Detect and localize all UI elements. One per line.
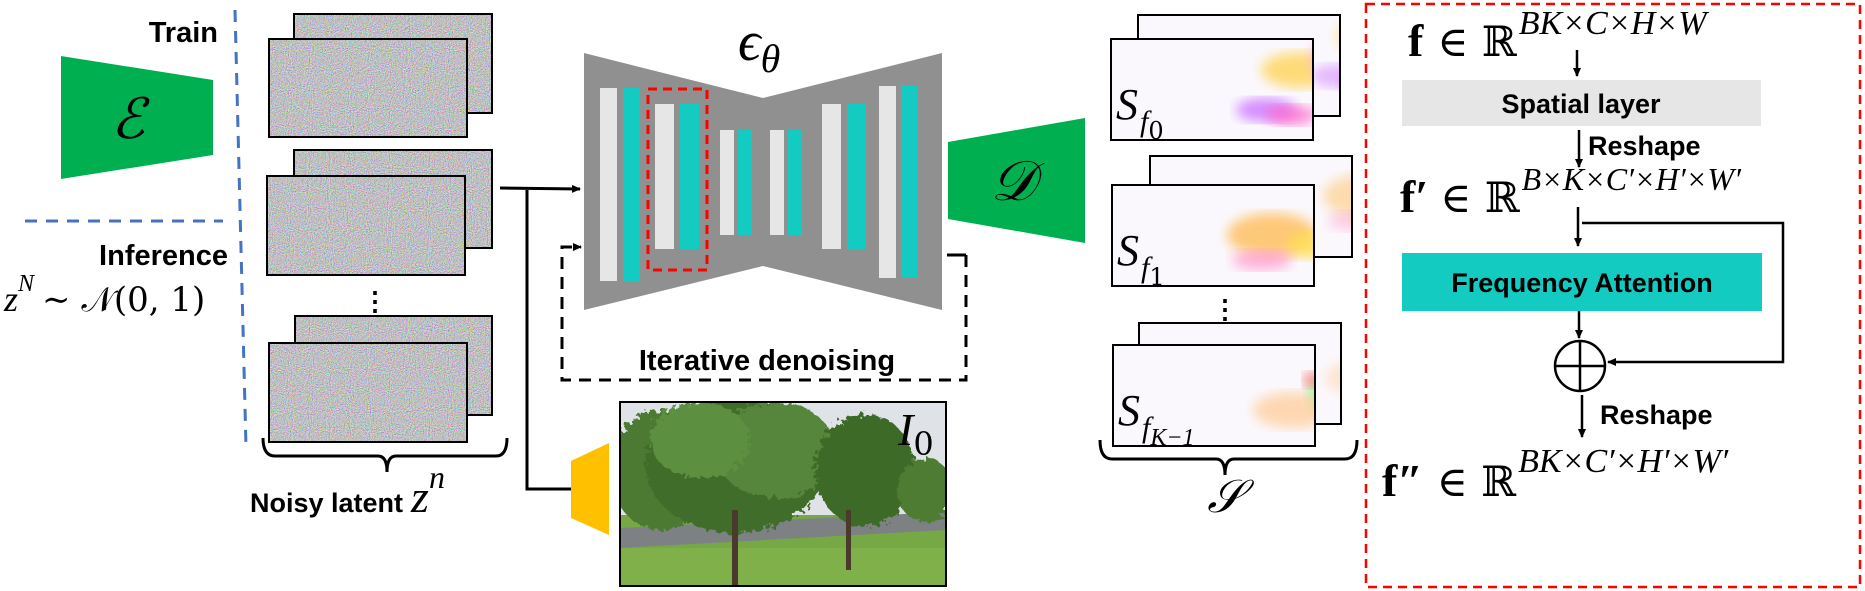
spatial-layer-label: Spatial layer [1501, 89, 1661, 119]
frequency-block [847, 104, 866, 249]
latent-ellipsis: ⋮ [362, 286, 388, 316]
reshaped-feature-shape: f′ ∈ ℝB×K×C′×H′×W′ [1400, 161, 1742, 222]
residual-add-icon [1553, 339, 1607, 393]
spectral-map-label: Sf1 [1117, 226, 1165, 291]
spatial-block [600, 88, 617, 281]
spectral-map-label: SfK−1 [1118, 386, 1195, 451]
frequency-block [901, 86, 918, 278]
spatial-block [822, 104, 841, 249]
spectral-brace [1098, 439, 1359, 476]
noisy-latent-stack-2 [266, 149, 493, 276]
frequency-attention-block [1402, 253, 1762, 311]
train-inference-divider-vertical [233, 9, 248, 448]
iterative-denoising-loop [560, 243, 968, 382]
condition-image-frame [619, 401, 947, 587]
spectral-ellipsis: ⋮ [1212, 294, 1238, 324]
condition-image-symbol: I0 [897, 404, 934, 463]
decoder-block: 𝒟 [948, 118, 1085, 243]
spatial-layer-block [1402, 80, 1761, 126]
encoder-symbol: ℰ [111, 89, 150, 151]
spectral-map-front [1112, 185, 1314, 286]
train-label: Train [149, 17, 218, 49]
spectral-volume-stacks: Sf0 Sf1 SfK−1 [1110, 14, 1353, 451]
residual-skip-connection [1582, 221, 1785, 366]
unet-symbol: ϵθ [738, 11, 780, 81]
iterative-denoising-label: Iterative denoising [639, 345, 895, 377]
noisy-latent-stack-1 [268, 13, 493, 138]
image-encoder-trapezoid [571, 443, 609, 535]
spatial-block [655, 104, 674, 249]
spatial-block [879, 86, 896, 278]
condition-image-tree-photo [620, 402, 946, 586]
spatial-block [720, 130, 734, 235]
decoder-trapezoid [948, 118, 1085, 243]
denoising-unet [584, 53, 942, 310]
noisy-latent-stack-3 [268, 315, 493, 443]
reshape-label-2: Reshape [1600, 400, 1713, 430]
noisy-latent-label: Noisy latent zn [250, 459, 445, 522]
latent-brace [261, 437, 509, 473]
input-feature-shape: f ∈ ℝBK×C×H×W [1408, 5, 1709, 66]
spectral-volume-stack-1: Sf1 [1111, 155, 1353, 291]
spectral-set-symbol: 𝒮 [1207, 471, 1254, 522]
frequency-attention-detail-box [1364, 2, 1862, 589]
reshape-label-1: Reshape [1588, 131, 1701, 161]
spectral-map-front [1113, 345, 1315, 446]
frequency-block [623, 88, 640, 281]
encoder-trapezoid [61, 56, 213, 179]
frequency-block [738, 130, 752, 235]
latent-to-unet-arrow [499, 184, 581, 193]
spectral-volume-stack-2: SfK−1 [1112, 322, 1342, 451]
spatial-block [770, 130, 784, 235]
output-feature-shape: f″ ∈ ℝBK×C′×H′×W′ [1382, 443, 1729, 506]
inference-label: Inference [99, 240, 228, 272]
frequency-attention-label: Frequency Attention [1451, 268, 1713, 298]
frequency-block [680, 104, 699, 249]
encoder-block: ℰ [61, 56, 213, 179]
frequency-block [788, 130, 802, 235]
latent-to-condition-line [525, 190, 571, 491]
spectral-map-front [1111, 39, 1313, 140]
spectral-volume-stack-0: Sf0 [1110, 14, 1341, 145]
noise-prior-formula: zN ∼ 𝒩(0, 1) [3, 271, 205, 320]
